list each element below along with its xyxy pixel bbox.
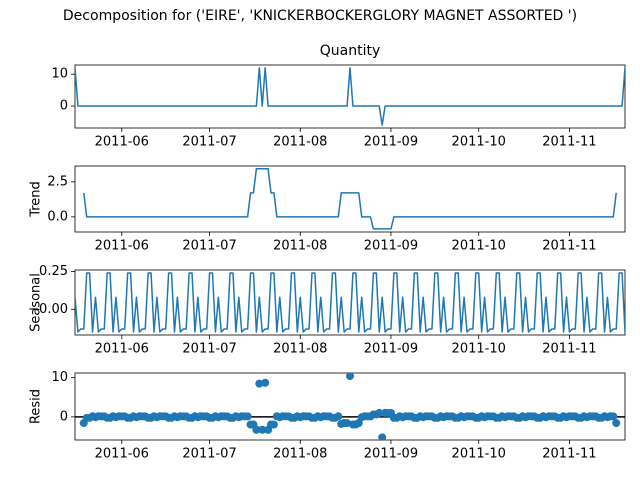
resid-point	[255, 379, 264, 388]
y-axis-label: Trend	[29, 181, 44, 218]
y-tick-label: 0	[60, 409, 68, 424]
y-tick-label: 0.0	[47, 209, 68, 224]
resid-point	[378, 433, 387, 440]
series-line	[75, 272, 625, 333]
subplot-title: Quantity	[320, 43, 381, 59]
resid-point	[261, 378, 270, 387]
x-tick-label: 2011-07	[182, 342, 236, 357]
resid-point	[269, 420, 278, 429]
x-tick-label: 2011-07	[182, 239, 236, 254]
x-tick-label: 2011-10	[452, 239, 506, 254]
resid-point	[609, 412, 618, 421]
x-tick-label: 2011-08	[273, 342, 327, 357]
x-tick-label: 2011-11	[542, 135, 596, 150]
series-line	[75, 67, 625, 126]
y-tick-label: 10	[51, 370, 68, 385]
x-tick-label: 2011-10	[452, 135, 506, 150]
series-line	[83, 168, 617, 230]
axes-frame	[74, 64, 626, 129]
x-tick-label: 2011-06	[95, 239, 149, 254]
resid-point	[612, 419, 621, 428]
x-tick-label: 2011-06	[95, 135, 149, 150]
y-tick-label: −0.00	[28, 302, 68, 317]
x-tick-label: 2011-10	[452, 342, 506, 357]
y-tick-label: 10	[51, 67, 68, 82]
x-tick-label: 2011-10	[452, 447, 506, 462]
resid-point	[258, 425, 267, 434]
x-tick-label: 2011-09	[364, 135, 418, 150]
y-tick-label: 0	[60, 99, 68, 114]
plot-area	[75, 272, 625, 333]
y-axis-label: Resid	[29, 389, 44, 424]
x-tick-label: 2011-11	[542, 239, 596, 254]
x-tick-label: 2011-09	[364, 342, 418, 357]
x-tick-label: 2011-09	[364, 447, 418, 462]
y-tick-label: 2.5	[47, 174, 68, 189]
subplot: Seasonal−0.00 0.25 2011-06 2011-07 2011-08 20…	[28, 264, 626, 357]
x-tick-label: 2011-08	[273, 447, 327, 462]
plot-area	[83, 168, 617, 230]
figure-title: Decomposition for ('EIRE', 'KNICKERBOCKE…	[63, 8, 577, 24]
resid-point	[346, 373, 354, 381]
resid-point	[334, 412, 343, 421]
subplot: Quantity 0 10 2011-06 2011-07 2011-08 2011-09 2…	[51, 43, 626, 150]
x-tick-label: 2011-07	[182, 447, 236, 462]
x-tick-label: 2011-06	[95, 342, 149, 357]
axes-frame	[74, 165, 626, 233]
y-tick-label: 0.25	[39, 264, 68, 279]
x-tick-label: 2011-06	[95, 447, 149, 462]
resid-point	[375, 408, 384, 417]
plot-area	[75, 67, 625, 126]
x-tick-label: 2011-08	[273, 239, 327, 254]
x-tick-label: 2011-11	[542, 342, 596, 357]
x-tick-label: 2011-08	[273, 135, 327, 150]
x-tick-label: 2011-07	[182, 135, 236, 150]
resid-point	[243, 412, 252, 421]
resid-point	[252, 425, 261, 434]
x-tick-label: 2011-11	[542, 447, 596, 462]
subplot: Resid 0 10 2011-06 2011-07 2011-08 2011-09 2011…	[29, 370, 626, 462]
y-axis-label: Seasonal	[29, 273, 44, 332]
plot-area	[75, 373, 625, 440]
x-tick-label: 2011-09	[364, 239, 418, 254]
